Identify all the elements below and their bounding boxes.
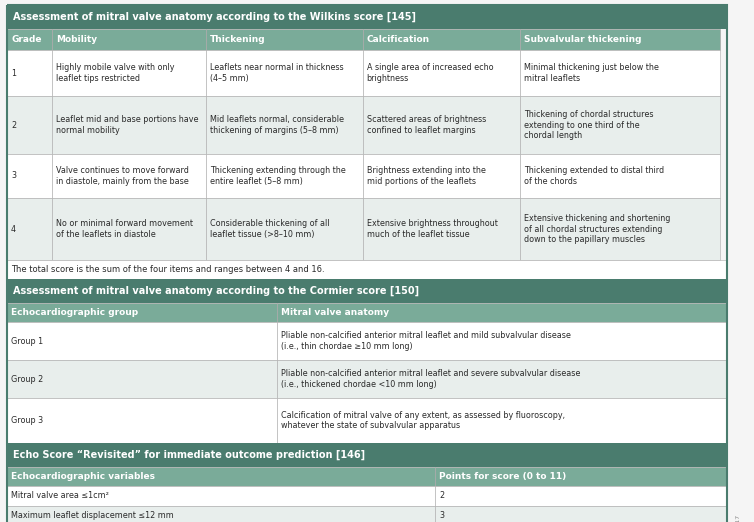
Bar <box>7 260 727 279</box>
Text: The total score is the sum of the four items and ranges between 4 and 16.: The total score is the sum of the four i… <box>11 265 325 274</box>
Text: Minimal thickening just below the
mitral leaflets: Minimal thickening just below the mitral… <box>523 63 658 83</box>
Bar <box>435 486 727 506</box>
Text: 3: 3 <box>11 172 16 181</box>
Bar <box>7 29 52 50</box>
Bar <box>363 50 520 96</box>
Text: ©ESC 2017: ©ESC 2017 <box>737 515 741 522</box>
Text: Assessment of mitral valve anatomy according to the Cormier score [150]: Assessment of mitral valve anatomy accor… <box>13 286 419 296</box>
Text: 3: 3 <box>440 512 444 520</box>
Text: A single area of increased echo
brightness: A single area of increased echo brightne… <box>366 63 493 83</box>
Bar <box>206 96 363 154</box>
Bar <box>277 303 727 322</box>
Bar <box>52 29 206 50</box>
Text: Calcification of mitral valve of any extent, as assessed by fluoroscopy,
whateve: Calcification of mitral valve of any ext… <box>281 411 565 430</box>
Bar <box>520 154 720 198</box>
Bar <box>52 96 206 154</box>
Bar <box>520 198 720 260</box>
Text: Maximum leaflet displacement ≤12 mm: Maximum leaflet displacement ≤12 mm <box>11 512 173 520</box>
Bar <box>363 96 520 154</box>
Text: Mitral valve anatomy: Mitral valve anatomy <box>281 308 389 317</box>
Bar <box>435 467 727 486</box>
Text: Mitral valve area ≤1cm²: Mitral valve area ≤1cm² <box>11 492 109 501</box>
Bar <box>435 506 727 522</box>
Text: Leaflet mid and base portions have
normal mobility: Leaflet mid and base portions have norma… <box>57 115 199 135</box>
Text: Mobility: Mobility <box>57 35 97 44</box>
Bar <box>363 154 520 198</box>
Bar <box>277 398 727 443</box>
Text: Mid leaflets normal, considerable
thickening of margins (5–8 mm): Mid leaflets normal, considerable thicke… <box>210 115 344 135</box>
Bar <box>52 50 206 96</box>
Text: Echo Score “Revisited” for immediate outcome prediction [146]: Echo Score “Revisited” for immediate out… <box>13 450 365 460</box>
Text: Points for score (0 to 11): Points for score (0 to 11) <box>440 472 567 481</box>
Text: Echocardiographic variables: Echocardiographic variables <box>11 472 155 481</box>
Text: Pliable non-calcified anterior mitral leaflet and mild subvalvular disease
(i.e.: Pliable non-calcified anterior mitral le… <box>281 331 571 351</box>
Bar <box>7 154 52 198</box>
Bar <box>7 279 727 303</box>
Text: No or minimal forward movement
of the leaflets in diastole: No or minimal forward movement of the le… <box>57 219 193 239</box>
Text: Valve continues to move forward
in diastole, mainly from the base: Valve continues to move forward in diast… <box>57 166 189 186</box>
Text: 2: 2 <box>11 121 16 129</box>
Bar <box>363 198 520 260</box>
Text: Calcification: Calcification <box>366 35 430 44</box>
Bar <box>7 360 277 398</box>
Bar <box>520 96 720 154</box>
Bar <box>7 5 727 29</box>
Bar <box>7 398 277 443</box>
Bar <box>52 198 206 260</box>
Text: Thickening of chordal structures
extending to one third of the
chordal length: Thickening of chordal structures extendi… <box>523 110 653 140</box>
Text: Assessment of mitral valve anatomy according to the Wilkins score [145]: Assessment of mitral valve anatomy accor… <box>13 12 416 22</box>
Bar <box>7 506 435 522</box>
Text: Extensive thickening and shortening
of all chordal structures extending
down to : Extensive thickening and shortening of a… <box>523 213 670 244</box>
Text: 4: 4 <box>11 224 16 233</box>
Bar <box>7 303 277 322</box>
Bar <box>7 467 435 486</box>
Text: Pliable non-calcified anterior mitral leaflet and severe subvalvular disease
(i.: Pliable non-calcified anterior mitral le… <box>281 369 581 389</box>
Text: 2: 2 <box>440 492 445 501</box>
Text: 1: 1 <box>11 68 16 77</box>
Text: Thickening extended to distal third
of the chords: Thickening extended to distal third of t… <box>523 166 664 186</box>
Text: Grade: Grade <box>11 35 41 44</box>
Text: Group 2: Group 2 <box>11 374 43 384</box>
Text: Group 3: Group 3 <box>11 416 43 425</box>
Bar <box>520 29 720 50</box>
Bar <box>206 50 363 96</box>
Bar <box>206 29 363 50</box>
Text: Group 1: Group 1 <box>11 337 43 346</box>
Text: Thickening: Thickening <box>210 35 265 44</box>
Text: Highly mobile valve with only
leaflet tips restricted: Highly mobile valve with only leaflet ti… <box>57 63 175 83</box>
Bar <box>7 486 435 506</box>
Text: Scattered areas of brightness
confined to leaflet margins: Scattered areas of brightness confined t… <box>366 115 486 135</box>
Bar <box>363 29 520 50</box>
Bar <box>277 322 727 360</box>
Bar <box>7 322 277 360</box>
Text: Brightness extending into the
mid portions of the leaflets: Brightness extending into the mid portio… <box>366 166 486 186</box>
Bar <box>7 50 52 96</box>
Bar <box>520 50 720 96</box>
Bar <box>52 154 206 198</box>
Bar <box>277 360 727 398</box>
Text: Thickening extending through the
entire leaflet (5–8 mm): Thickening extending through the entire … <box>210 166 345 186</box>
Bar <box>7 443 727 467</box>
Text: Extensive brightness throughout
much of the leaflet tissue: Extensive brightness throughout much of … <box>366 219 498 239</box>
Text: Echocardiographic group: Echocardiographic group <box>11 308 138 317</box>
Text: Considerable thickening of all
leaflet tissue (>8–10 mm): Considerable thickening of all leaflet t… <box>210 219 329 239</box>
Bar <box>7 198 52 260</box>
Bar <box>206 154 363 198</box>
Text: Subvalvular thickening: Subvalvular thickening <box>523 35 641 44</box>
Bar <box>7 96 52 154</box>
Bar <box>206 198 363 260</box>
Text: Leaflets near normal in thickness
(4–5 mm): Leaflets near normal in thickness (4–5 m… <box>210 63 343 83</box>
